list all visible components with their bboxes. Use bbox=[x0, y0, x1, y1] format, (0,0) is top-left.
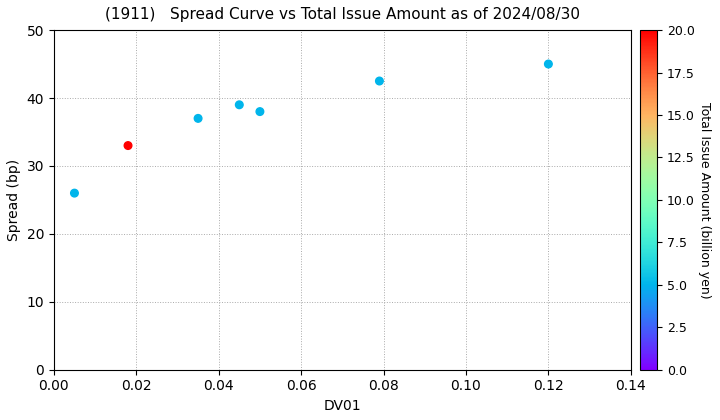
Point bbox=[254, 108, 266, 115]
X-axis label: DV01: DV01 bbox=[323, 399, 361, 413]
Point bbox=[68, 190, 80, 197]
Point bbox=[192, 115, 204, 122]
Point bbox=[233, 102, 245, 108]
Y-axis label: Spread (bp): Spread (bp) bbox=[7, 159, 21, 241]
Title: (1911)   Spread Curve vs Total Issue Amount as of 2024/08/30: (1911) Spread Curve vs Total Issue Amoun… bbox=[105, 7, 580, 22]
Point bbox=[122, 142, 134, 149]
Point bbox=[374, 78, 385, 84]
Point bbox=[543, 60, 554, 67]
Y-axis label: Total Issue Amount (billion yen): Total Issue Amount (billion yen) bbox=[698, 102, 711, 298]
